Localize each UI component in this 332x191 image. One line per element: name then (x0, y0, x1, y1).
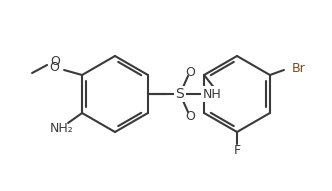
Text: F: F (233, 143, 241, 156)
Text: O: O (49, 61, 59, 74)
Text: O: O (50, 54, 60, 67)
Text: S: S (176, 87, 184, 101)
Text: Br: Br (292, 62, 306, 74)
Text: NH₂: NH₂ (50, 122, 74, 135)
Text: O: O (185, 109, 195, 122)
Text: NH: NH (203, 87, 221, 100)
Text: O: O (185, 66, 195, 79)
